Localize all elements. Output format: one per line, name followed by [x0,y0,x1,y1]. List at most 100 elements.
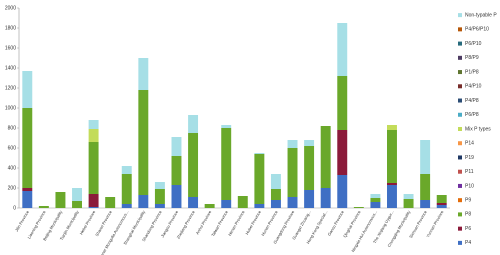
legend-label: P6/P8 [465,112,479,118]
bar-segment [370,198,381,202]
bar-segment [138,195,149,208]
bar-segment [287,197,298,208]
legend-swatch [458,155,462,160]
bar-segment [171,185,182,208]
legend-swatch [458,112,462,117]
bar-segment [436,203,447,205]
legend-label: P19 [465,155,474,161]
bar-segment [88,129,99,142]
bar-segment [105,197,116,208]
legend-swatch [458,70,462,75]
bar-segment [188,197,199,208]
bar-segment [22,191,33,208]
legend-swatch [458,240,462,245]
bar-segment [337,130,348,175]
bar-segment [320,188,331,208]
legend-swatch [458,169,462,174]
bar-segment [370,194,381,198]
legend-swatch [458,198,462,203]
bar-segment [72,188,82,201]
bar-segment [154,189,165,204]
bar-segment [22,188,33,191]
bar-segment [403,199,414,208]
x-tick-label: Yunnan Province [425,209,445,238]
legend-label: P1/P8 [465,69,479,75]
bar-segment [403,194,414,199]
bar-segment [387,183,397,185]
bar-segment [254,204,265,208]
y-tick-label: 1200 [5,85,16,91]
legend-swatch [458,226,462,231]
bar-segment [38,206,49,208]
x-tick-label: Zhejiang Province [175,209,196,240]
legend-swatch [458,27,462,32]
legend-label: P4/P6/P10 [465,27,489,33]
y-tick-label: 600 [8,145,17,151]
legend-label: Mix P types [465,126,491,132]
bar-segment [121,174,132,204]
bar-segment [88,142,99,194]
bar-segment [320,126,331,188]
x-tick-label: Taiwan Province [210,209,229,237]
y-tick-label: 1600 [5,45,16,51]
legend-label: P14 [465,141,474,147]
legend-swatch [458,141,462,146]
bar-segment [270,189,281,200]
bar-segment [270,174,281,189]
bar-segment [171,137,182,156]
x-tick-label: Inner Mongolia Autonomous... [99,210,130,255]
bar-segment [221,200,232,208]
legend-label: P8/P9 [465,55,479,61]
y-tick-label: 0 [13,205,16,211]
bar-segment [353,207,364,208]
bar-segment [254,154,265,204]
x-tick-label: Shanxi Province [94,209,113,237]
bar-segment [254,153,265,154]
bar-segment [121,166,132,174]
y-tick-label: 400 [8,165,17,171]
legend-label: P4/P10 [465,84,482,90]
bar-segment [287,148,298,197]
legend-label: Non-typable P [465,12,497,18]
bar-segment [88,194,99,207]
bar-segment [138,58,149,90]
x-tick-label: Hunan Province [260,209,279,237]
legend-swatch [458,55,462,60]
bar-segment [88,207,99,208]
bar-segment [121,204,132,208]
legend-swatch [458,13,462,18]
legend-swatch [458,212,462,217]
x-tick-label: Henan Province [227,209,246,237]
legend-swatch [458,127,462,131]
bar-segment [436,195,447,203]
y-tick-label: 2000 [5,5,16,11]
x-tick-label: Anhui Province [195,209,213,235]
bar-segment [337,175,348,208]
bar-segment [420,174,431,200]
bar-segment [436,205,447,208]
bar-segment [188,115,199,133]
bar-segment [304,140,315,146]
bar-segment [304,190,315,208]
bar-segment [138,90,149,195]
bar-segment [188,133,199,197]
bar-segment [387,130,397,183]
legend-swatch [458,183,462,188]
x-tick-label: Hebei Province [78,209,96,236]
legend-label: P9 [465,198,471,204]
x-tick-label: Gansu Province [326,209,345,237]
y-tick-label: 200 [8,185,17,191]
bar-segment [72,201,82,208]
y-tick-label: 800 [8,125,17,131]
bar-segment [337,76,348,130]
bar-segment [221,128,232,200]
bar-segment [22,71,33,108]
legend-swatch [458,98,462,103]
legend-label: P11 [465,169,474,175]
bar-segment [22,108,33,188]
bar-segment [387,185,397,208]
legend-label: P4/P8 [465,98,479,104]
y-tick-label: 1000 [5,105,16,111]
y-tick-label: 1400 [5,65,16,71]
legend-swatch [458,41,462,46]
